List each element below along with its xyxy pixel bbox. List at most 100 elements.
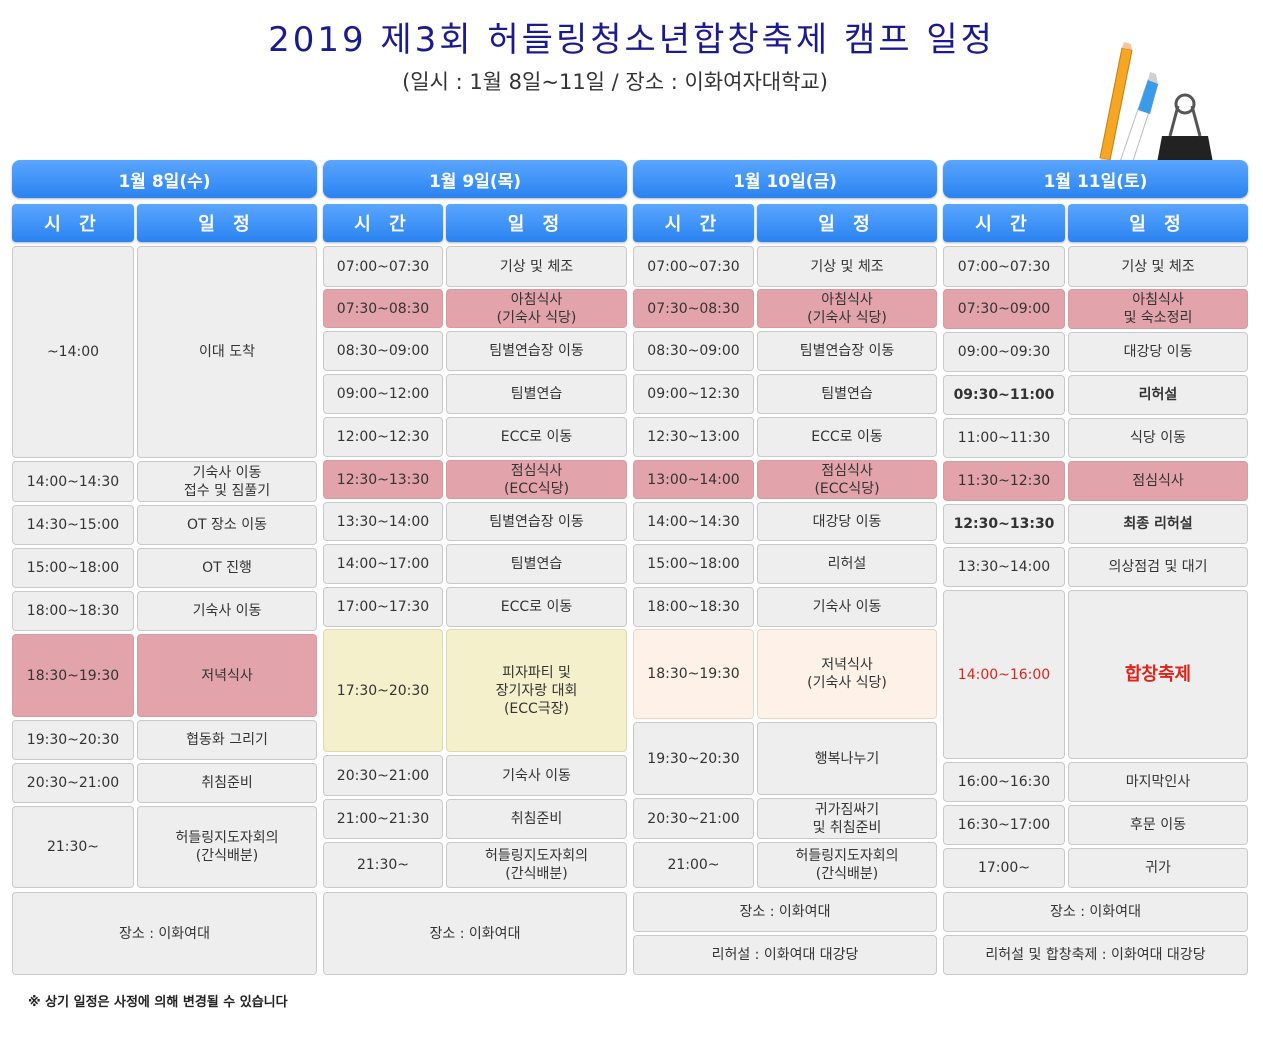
event-cell: 대강당 이동 — [757, 502, 937, 541]
page-title: 2019 제3회 허들링청소년합창축제 캠프 일정 — [268, 20, 995, 60]
event-cell: 아침식사 및 숙소정리 — [1068, 289, 1248, 329]
event-cell: OT 장소 이동 — [137, 505, 317, 545]
event-cell: 기상 및 체조 — [757, 246, 937, 287]
time-cell: 19:30~20:30 — [12, 720, 134, 760]
binder-clip-icon — [1156, 93, 1214, 168]
event-cell: 리허설 — [1068, 375, 1248, 415]
event-cell: 리허설 — [757, 544, 937, 584]
time-cell: 07:00~07:30 — [633, 246, 754, 287]
time-cell: 07:00~07:30 — [943, 246, 1065, 287]
event-cell: 저녁식사 — [137, 634, 317, 717]
venue-cell: 장소 : 이화여대 — [12, 892, 317, 975]
time-cell: 14:30~15:00 — [12, 505, 134, 545]
event-cell: 팀별연습장 이동 — [446, 502, 627, 541]
schedule-column-header: 일 정 — [446, 204, 627, 242]
event-cell: 이대 도착 — [137, 246, 317, 458]
time-cell: 12:00~12:30 — [323, 417, 443, 457]
event-cell: 허들링지도자회의 (간식배분) — [137, 806, 317, 888]
event-cell: 의상점검 및 대기 — [1068, 547, 1248, 587]
schedule-column-header: 일 정 — [757, 204, 937, 242]
event-cell: 아침식사 (기숙사 식당) — [757, 289, 937, 328]
pen-icon — [1119, 72, 1159, 165]
event-cell: 대강당 이동 — [1068, 332, 1248, 372]
event-cell: 협동화 그리기 — [137, 720, 317, 760]
time-cell: 11:00~11:30 — [943, 418, 1065, 458]
event-cell: 마지막인사 — [1068, 762, 1248, 802]
event-cell: 취침준비 — [137, 763, 317, 803]
time-cell: 21:00~ — [633, 842, 754, 888]
event-cell: 기상 및 체조 — [1068, 246, 1248, 287]
time-cell: 13:00~14:00 — [633, 460, 754, 499]
time-cell: 13:30~14:00 — [943, 547, 1065, 587]
event-cell: 기숙사 이동 — [446, 755, 627, 796]
time-cell: 14:00~14:30 — [633, 502, 754, 541]
time-cell: 20:30~21:00 — [323, 755, 443, 796]
venue-cell: 장소 : 이화여대 — [323, 892, 627, 975]
time-cell: 15:00~18:00 — [633, 544, 754, 584]
time-cell: 17:30~20:30 — [323, 629, 443, 752]
time-cell: 16:00~16:30 — [943, 762, 1065, 802]
event-cell: 팀별연습 — [446, 374, 627, 414]
event-cell: 저녁식사 (기숙사 식당) — [757, 629, 937, 719]
time-cell: 08:30~09:00 — [323, 331, 443, 371]
time-cell: 07:30~09:00 — [943, 289, 1065, 329]
event-cell: 후문 이동 — [1068, 805, 1248, 845]
time-column-header: 시 간 — [633, 204, 754, 242]
time-cell: 18:30~19:30 — [12, 634, 134, 717]
time-cell: 17:00~17:30 — [323, 587, 443, 627]
event-cell: 아침식사 (기숙사 식당) — [446, 289, 627, 328]
time-column-header: 시 간 — [943, 204, 1065, 242]
event-cell: OT 진행 — [137, 548, 317, 588]
event-cell: 기숙사 이동 — [757, 587, 937, 627]
schedule-column-header: 일 정 — [1068, 204, 1248, 242]
event-cell: 기숙사 이동 접수 및 짐풀기 — [137, 461, 317, 502]
time-cell: 14:00~14:30 — [12, 461, 134, 502]
time-cell: 15:00~18:00 — [12, 548, 134, 588]
event-cell: 팀별연습장 이동 — [757, 331, 937, 371]
time-cell: 18:00~18:30 — [633, 587, 754, 627]
event-cell: 허들링지도자회의 (간식배분) — [446, 842, 627, 888]
event-cell: 귀가짐싸기 및 취침준비 — [757, 798, 937, 839]
event-cell: 점심식사 — [1068, 461, 1248, 501]
event-cell: 식당 이동 — [1068, 418, 1248, 458]
time-cell: 21:30~ — [323, 842, 443, 888]
time-cell: 09:00~12:00 — [323, 374, 443, 414]
event-cell: 취침준비 — [446, 799, 627, 839]
time-cell: 20:30~21:00 — [12, 763, 134, 803]
time-cell: 20:30~21:00 — [633, 798, 754, 839]
time-cell: 17:00~ — [943, 848, 1065, 888]
time-cell: 07:30~08:30 — [323, 289, 443, 328]
venue-cell: 장소 : 이화여대 — [633, 892, 937, 932]
time-cell: 08:30~09:00 — [633, 331, 754, 371]
event-cell: 기상 및 체조 — [446, 246, 627, 287]
day-header: 1월 11일(토) — [943, 160, 1248, 198]
time-cell: 12:30~13:00 — [633, 417, 754, 457]
time-cell: 12:30~13:30 — [323, 460, 443, 499]
time-cell: 21:00~21:30 — [323, 799, 443, 839]
event-cell: 허들링지도자회의 (간식배분) — [757, 842, 937, 888]
time-cell: 16:30~17:00 — [943, 805, 1065, 845]
time-column-header: 시 간 — [12, 204, 134, 242]
event-cell: 기숙사 이동 — [137, 591, 317, 631]
time-cell: 09:00~09:30 — [943, 332, 1065, 372]
time-cell: 21:30~ — [12, 806, 134, 888]
stationery-decoration — [1099, 42, 1214, 168]
event-cell: 최종 리허설 — [1068, 504, 1248, 544]
footnote: ※ 상기 일정은 사정에 의해 변경될 수 있습니다 — [28, 995, 288, 1010]
event-cell: 점심식사 (ECC식당) — [446, 460, 627, 499]
event-cell: 팀별연습장 이동 — [446, 331, 627, 371]
time-cell: 13:30~14:00 — [323, 502, 443, 541]
event-cell: ECC로 이동 — [446, 587, 627, 627]
event-cell: ECC로 이동 — [757, 417, 937, 457]
time-cell: 07:00~07:30 — [323, 246, 443, 287]
event-cell: 팀별연습 — [446, 544, 627, 584]
venue-cell: 리허설 및 합창축제 : 이화여대 대강당 — [943, 935, 1248, 975]
time-cell: 11:30~12:30 — [943, 461, 1065, 501]
event-cell: ECC로 이동 — [446, 417, 627, 457]
day-header: 1월 8일(수) — [12, 160, 317, 198]
time-cell: 18:30~19:30 — [633, 629, 754, 719]
time-cell: 19:30~20:30 — [633, 722, 754, 795]
time-cell: 07:30~08:30 — [633, 289, 754, 328]
time-cell: 18:00~18:30 — [12, 591, 134, 631]
event-cell: 귀가 — [1068, 848, 1248, 888]
